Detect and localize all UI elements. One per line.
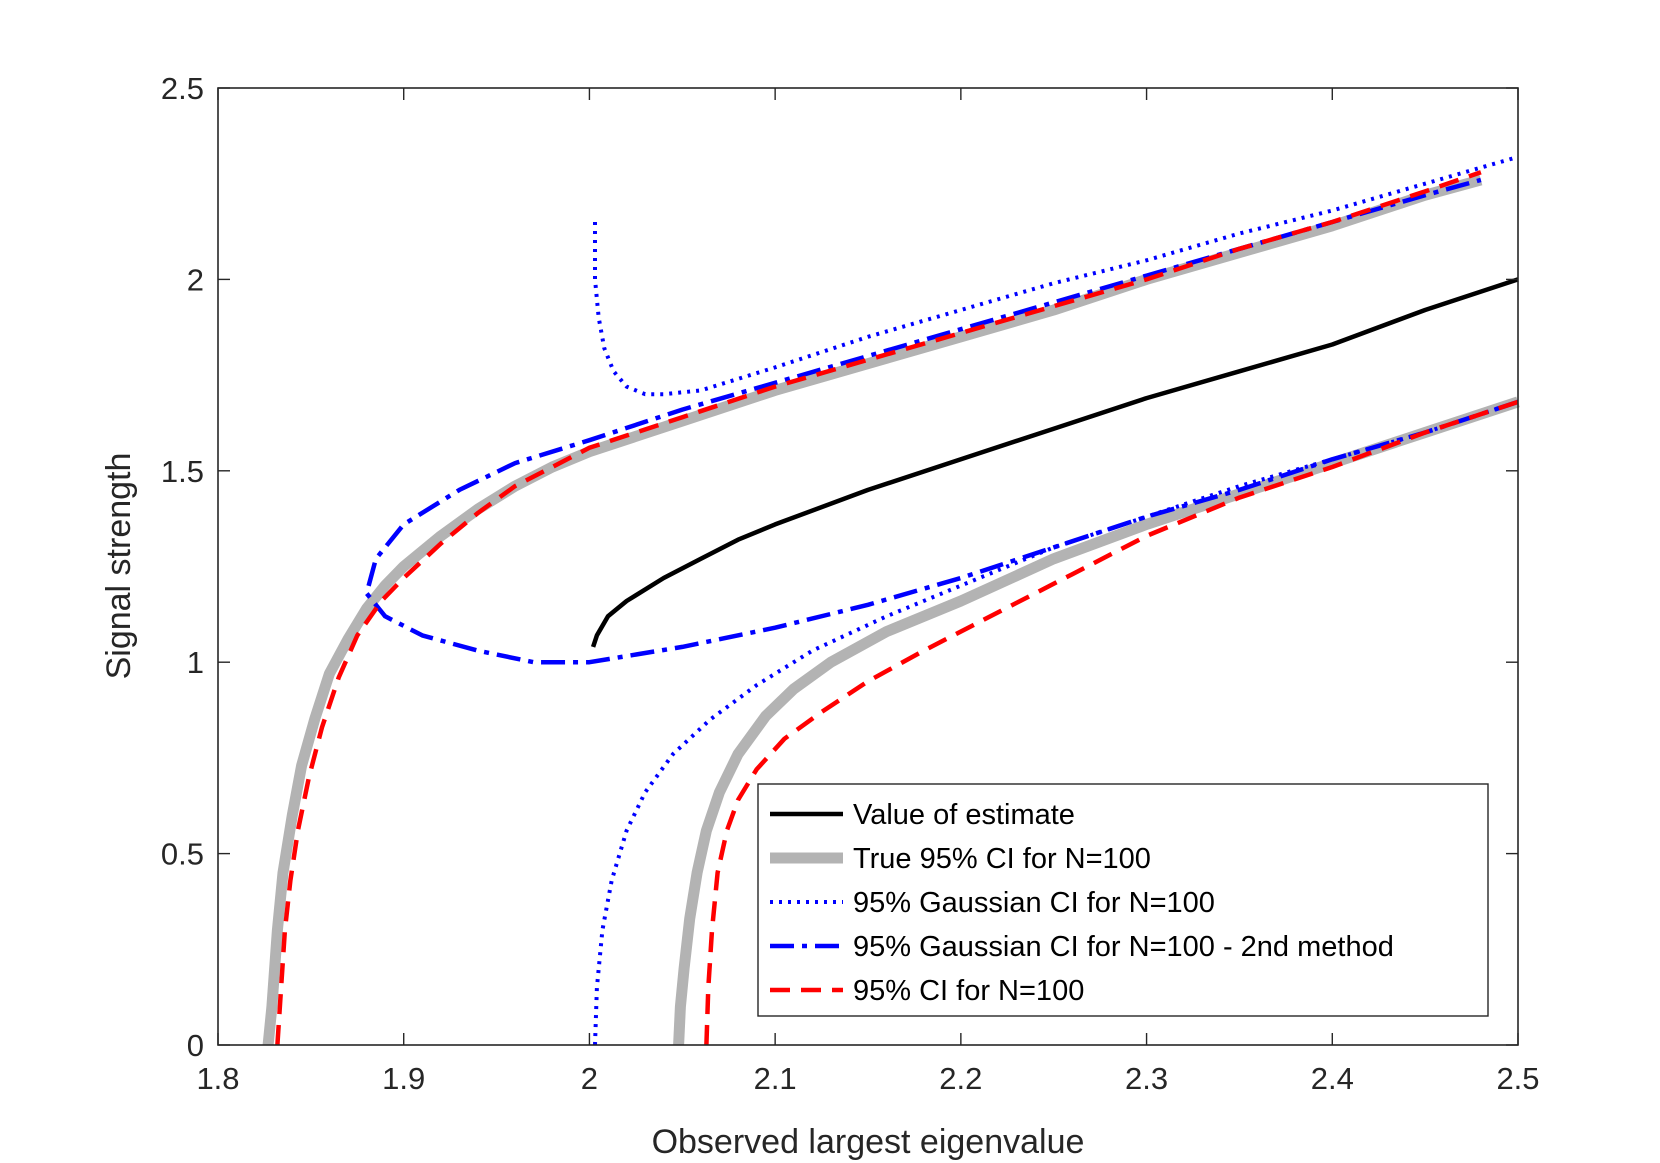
series-line-2 — [593, 400, 1519, 1046]
x-tick-label: 2.4 — [1311, 1061, 1354, 1096]
y-tick-label: 0.5 — [161, 837, 204, 872]
x-tick-label: 2 — [581, 1061, 598, 1096]
series-line-0 — [673, 396, 1520, 1046]
x-tick-label: 2.1 — [754, 1061, 797, 1096]
tick-layer: 1.8 1.9 2 2.1 2.2 2.3 2.4 2.5 0 0.5 1 1.5 2 2.5 — [161, 71, 1540, 1096]
legend-label: True 95% CI for N=100 — [853, 843, 1151, 875]
x-tick-label: 1.9 — [382, 1061, 425, 1096]
x-tick-label: 1.8 — [196, 1061, 239, 1096]
series-layer — [262, 154, 1520, 1046]
series-line-2 — [593, 154, 1519, 397]
x-axis-title: Observed largest eigenvalue — [652, 1123, 1085, 1161]
legend-label: 95% Gaussian CI for N=100 — [853, 887, 1215, 919]
y-axis-title: Signal strength — [100, 453, 138, 680]
series-line-3 — [364, 177, 1519, 665]
y-tick-label: 1.5 — [161, 454, 204, 489]
x-tick-label: 2.5 — [1496, 1061, 1539, 1096]
y-tick-label: 2 — [187, 262, 204, 297]
y-tick-label: 0 — [187, 1028, 204, 1063]
legend-label: 95% Gaussian CI for N=100 - 2nd method — [853, 931, 1394, 963]
y-tick-label: 1 — [187, 645, 204, 680]
axes-box — [217, 87, 1519, 1046]
legend-label: 95% CI for N=100 — [853, 975, 1084, 1007]
y-tick-label: 2.5 — [161, 71, 204, 106]
series-line-4 — [275, 170, 1482, 1046]
x-tick-label: 2.3 — [1125, 1061, 1168, 1096]
x-tick-label: 2.2 — [939, 1061, 982, 1096]
legend-box — [757, 783, 1489, 1017]
legend: Value of estimate True 95% CI for N=100 95… — [757, 783, 1489, 1017]
series-line-1 — [590, 277, 1519, 648]
legend-label: Value of estimate — [853, 799, 1075, 831]
legend-items: Value of estimate True 95% CI for N=100 95… — [770, 799, 1394, 1007]
series-line-4 — [704, 399, 1519, 1046]
